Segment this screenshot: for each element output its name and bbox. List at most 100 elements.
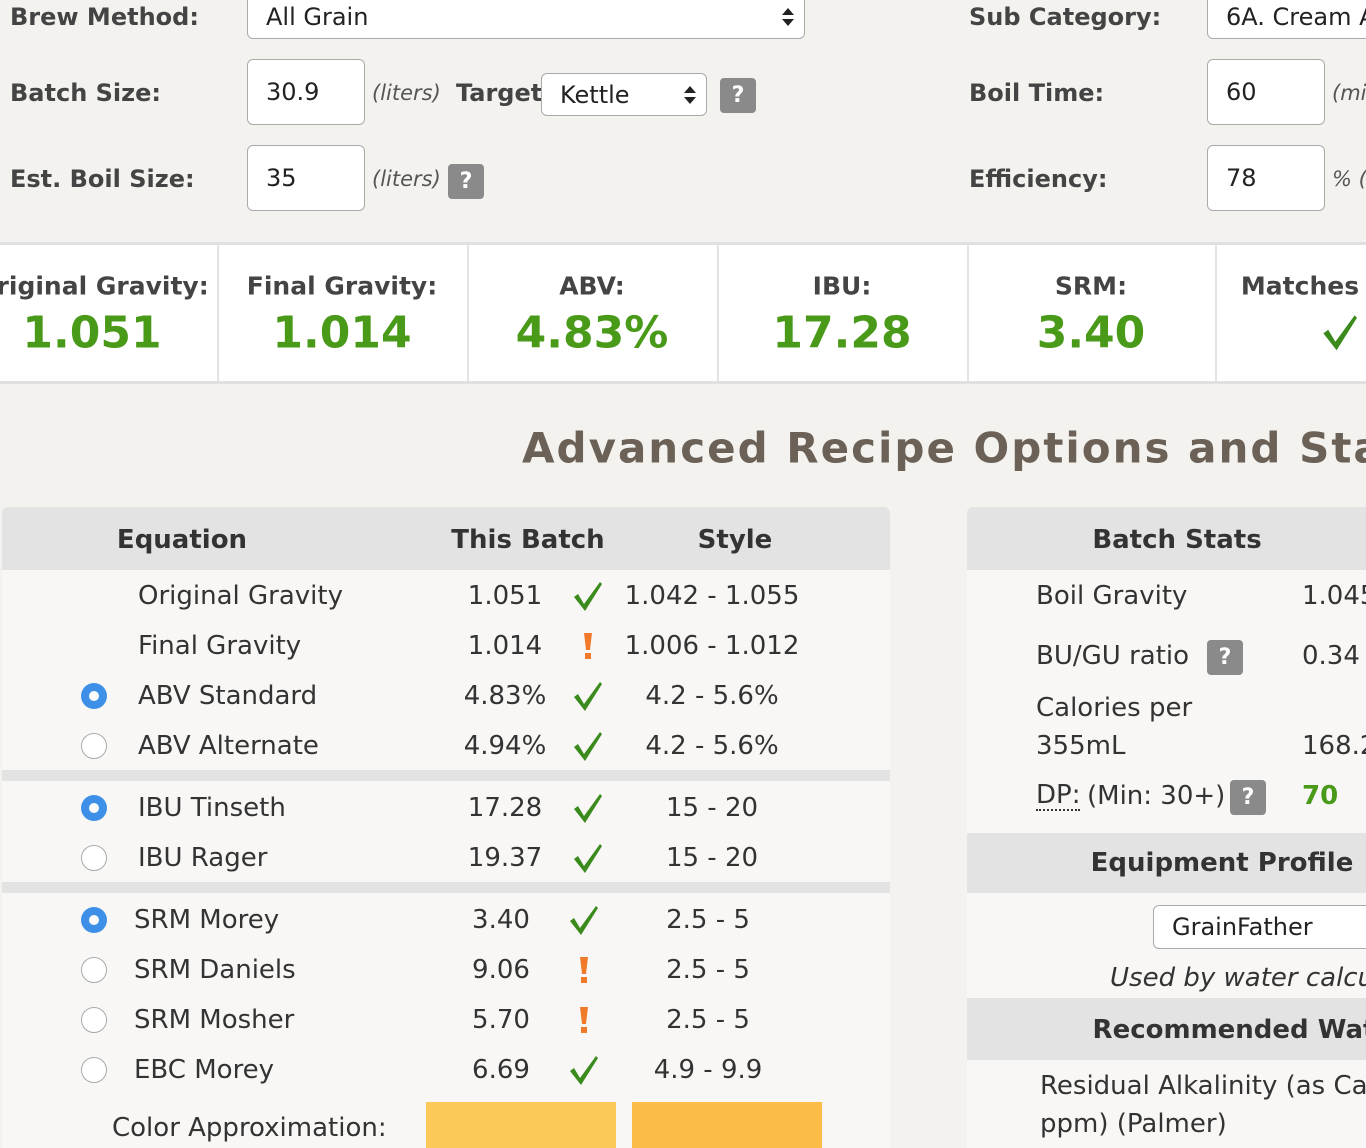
stat-name: Calories per bbox=[1036, 693, 1193, 723]
sub-category-select[interactable]: 6A. Cream A bbox=[1207, 0, 1366, 39]
efficiency-input[interactable]: 78 bbox=[1207, 145, 1325, 211]
column-header: This Batch bbox=[451, 525, 605, 555]
stat-label: SRM: bbox=[1054, 271, 1128, 301]
stat-label: Matches bbox=[1240, 271, 1360, 301]
warning-icon bbox=[580, 957, 588, 983]
form-label: Brew Method: bbox=[10, 3, 199, 31]
group-separator bbox=[2, 770, 890, 781]
help-button[interactable]: ? bbox=[720, 78, 756, 113]
batch-value: 9.06 bbox=[472, 955, 530, 985]
panel-header bbox=[967, 833, 1366, 893]
divider bbox=[967, 245, 969, 381]
divider bbox=[467, 245, 469, 381]
equation-name: SRM Daniels bbox=[134, 955, 296, 985]
form-label: Sub Category: bbox=[969, 3, 1162, 31]
section-heading: Advanced Recipe Options and Stats bbox=[522, 423, 1366, 473]
warning-icon bbox=[584, 633, 592, 659]
stats-bar bbox=[0, 242, 1366, 384]
batch-value: 5.70 bbox=[472, 1005, 530, 1035]
warning-icon bbox=[580, 1007, 588, 1033]
equation-name: IBU Tinseth bbox=[138, 793, 286, 823]
stat-value: 1.045 bbox=[1302, 581, 1366, 611]
group-separator bbox=[2, 882, 890, 893]
stat-name: 355mL bbox=[1036, 731, 1126, 761]
stat-value: 3.40 bbox=[1036, 307, 1146, 359]
equation-panel bbox=[2, 507, 890, 1148]
form-label: Efficiency: bbox=[969, 165, 1108, 193]
table-header bbox=[2, 507, 890, 570]
help-button[interactable]: ? bbox=[448, 164, 484, 199]
style-range: 4.9 - 9.9 bbox=[653, 1055, 763, 1085]
radio-button[interactable] bbox=[80, 844, 108, 872]
radio-button[interactable] bbox=[80, 682, 108, 710]
batch-value: 1.051 bbox=[467, 581, 543, 611]
batch-value: 4.94% bbox=[463, 731, 547, 761]
check-icon bbox=[570, 1056, 598, 1085]
equation-name: IBU Rager bbox=[138, 843, 268, 873]
panel-title: Batch Stats bbox=[1092, 525, 1262, 555]
panel-header bbox=[967, 507, 1366, 570]
batch-size-input[interactable]: 30.9 bbox=[247, 59, 365, 125]
equation-name: Final Gravity bbox=[138, 631, 302, 661]
form-label: Target: bbox=[456, 79, 552, 107]
select-arrows bbox=[782, 7, 794, 26]
water-text: Residual Alkalinity (as CaC bbox=[1040, 1071, 1366, 1101]
batch-value: 4.83% bbox=[463, 681, 547, 711]
brew-method-select[interactable]: All Grain bbox=[247, 0, 805, 39]
check-icon bbox=[574, 794, 602, 823]
batch-value: 17.28 bbox=[467, 793, 543, 823]
divider bbox=[1215, 245, 1217, 381]
stat-value: 1.014 bbox=[272, 307, 412, 359]
form-label: Batch Size: bbox=[10, 79, 161, 107]
style-range: 4.2 - 5.6% bbox=[645, 731, 779, 761]
column-header: Equation bbox=[116, 525, 248, 555]
style-range: 2.5 - 5 bbox=[666, 905, 750, 935]
check-icon bbox=[574, 732, 602, 761]
radio-button[interactable] bbox=[80, 906, 108, 934]
style-range: 15 - 20 bbox=[665, 843, 759, 873]
target-select[interactable]: Kettle bbox=[541, 73, 707, 116]
equipment-select[interactable]: GrainFather bbox=[1153, 905, 1366, 949]
help-button[interactable]: ? bbox=[1230, 780, 1266, 815]
stat-value: 0.34 bbox=[1302, 641, 1360, 671]
column-header: Style bbox=[697, 525, 773, 555]
batch-value: 19.37 bbox=[467, 843, 543, 873]
style-color-swatch bbox=[632, 1102, 822, 1148]
equation-name: SRM Mosher bbox=[134, 1005, 295, 1035]
stat-value: 70 bbox=[1302, 781, 1339, 811]
panel-title: Equipment Profile bbox=[1090, 848, 1354, 878]
boil-time-input[interactable]: 60 bbox=[1207, 59, 1325, 125]
radio-button[interactable] bbox=[80, 956, 108, 984]
style-range: 2.5 - 5 bbox=[666, 955, 750, 985]
form-label: Boil Time: bbox=[969, 79, 1105, 107]
stat-label: Original Gravity: bbox=[0, 271, 209, 301]
stat-label: ABV: bbox=[559, 271, 625, 301]
radio-button[interactable] bbox=[80, 794, 108, 822]
panel-title: Recommended Wat bbox=[1092, 1015, 1366, 1045]
radio-button[interactable] bbox=[80, 732, 108, 760]
equation-name: Original Gravity bbox=[138, 581, 343, 611]
batch-value: 3.40 bbox=[472, 905, 530, 935]
radio-button[interactable] bbox=[80, 1006, 108, 1034]
batch-color-swatch bbox=[426, 1102, 616, 1148]
form-label: Est. Boil Size: bbox=[10, 165, 195, 193]
batch-value: 1.014 bbox=[467, 631, 543, 661]
style-range: 1.006 - 1.012 bbox=[624, 631, 800, 661]
panel-header bbox=[967, 998, 1366, 1060]
unit: (mi bbox=[1332, 81, 1366, 105]
stat-name: DP: bbox=[1036, 780, 1081, 811]
check-icon bbox=[570, 906, 598, 935]
batch-value: 6.69 bbox=[472, 1055, 530, 1085]
stat-name: Boil Gravity bbox=[1036, 581, 1188, 611]
stat-name: BU/GU ratio bbox=[1036, 641, 1190, 671]
help-button[interactable]: ? bbox=[1207, 640, 1243, 675]
radio-button[interactable] bbox=[80, 1056, 108, 1084]
unit: (liters) bbox=[372, 81, 441, 105]
boil-size-input[interactable]: 35 bbox=[247, 145, 365, 211]
stat-label: Final Gravity: bbox=[246, 271, 438, 301]
unit: % ( bbox=[1332, 167, 1366, 191]
stat-value: 1.051 bbox=[22, 307, 162, 359]
equation-name: EBC Morey bbox=[134, 1055, 275, 1085]
select-arrows bbox=[684, 85, 696, 104]
color-label: Color Approximation: bbox=[112, 1113, 387, 1143]
